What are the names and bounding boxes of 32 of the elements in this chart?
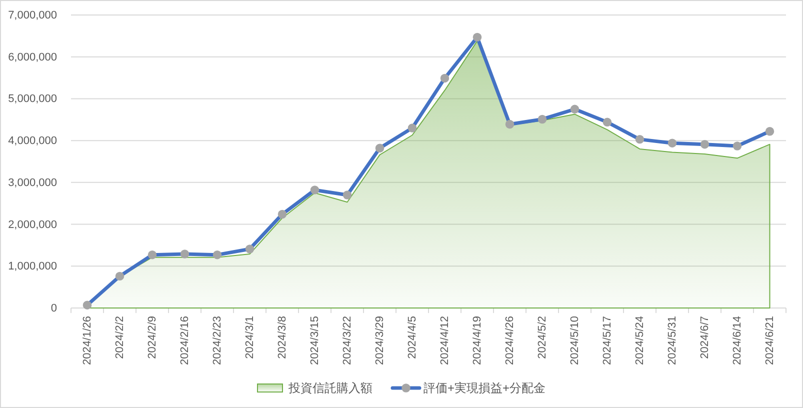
x-tick-label: 2024/6/7: [698, 316, 711, 359]
x-tick-label: 2024/3/22: [341, 316, 354, 365]
x-tick-label: 2024/2/16: [178, 316, 191, 365]
x-tick-label: 2024/5/10: [568, 316, 581, 365]
y-tick-label: 0: [50, 302, 57, 315]
legend-label: 投資信託購入額: [287, 381, 372, 395]
x-tick-label: 2024/4/19: [471, 316, 484, 365]
x-tick-label: 2024/6/21: [764, 316, 776, 365]
x-tick-label: 2024/4/12: [438, 316, 451, 365]
y-tick-label: 5,000,000: [8, 93, 57, 106]
y-tick-label: 6,000,000: [8, 51, 57, 64]
x-tick-label: 2024/3/1: [244, 316, 256, 359]
legend-label: 評価+実現損益+分配金: [423, 381, 546, 395]
x-tick-label: 2024/2/9: [146, 316, 158, 359]
y-tick-label: 2,000,000: [8, 218, 57, 231]
x-tick-label: 2024/1/26: [81, 316, 94, 365]
y-tick-label: 7,000,000: [8, 10, 57, 22]
x-tick-label: 2024/2/2: [114, 316, 126, 359]
x-tick-label: 2024/5/24: [634, 316, 646, 365]
x-tick-label: 2024/2/23: [211, 316, 224, 365]
y-tick-label: 3,000,000: [8, 176, 57, 189]
x-tick-label: 2024/5/31: [666, 316, 678, 365]
x-tick-label: 2024/5/17: [601, 316, 614, 365]
x-tick-label: 2024/6/14: [731, 316, 744, 365]
x-tick-label: 2024/4/26: [504, 316, 516, 365]
x-tick-label: 2024/3/29: [374, 316, 386, 365]
x-tick-label: 2024/5/2: [536, 316, 548, 359]
y-tick-label: 4,000,000: [8, 135, 57, 148]
x-tick-label: 2024/4/5: [406, 316, 418, 359]
x-tick-label: 2024/3/8: [276, 316, 288, 359]
x-tick-label: 2024/3/15: [308, 316, 321, 365]
y-tick-label: 1,000,000: [8, 260, 57, 273]
